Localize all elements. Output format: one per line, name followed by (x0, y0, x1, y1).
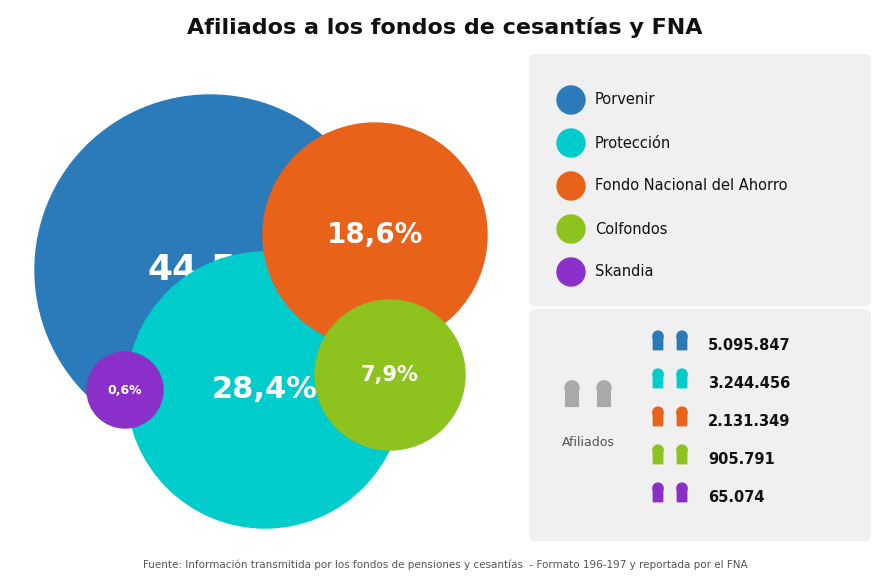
Text: Afiliados a los fondos de cesantías y FNA: Afiliados a los fondos de cesantías y FN… (187, 17, 703, 38)
Text: Porvenir: Porvenir (595, 93, 656, 108)
Circle shape (677, 445, 687, 455)
FancyBboxPatch shape (652, 374, 663, 388)
Circle shape (557, 129, 585, 157)
Circle shape (653, 331, 663, 341)
Text: 18,6%: 18,6% (327, 221, 423, 249)
Circle shape (565, 381, 579, 395)
Circle shape (653, 369, 663, 379)
Text: 28,4%: 28,4% (212, 375, 318, 404)
FancyBboxPatch shape (652, 413, 663, 427)
Circle shape (677, 407, 687, 417)
Circle shape (677, 331, 687, 341)
Text: 44,5%: 44,5% (148, 253, 272, 287)
Text: 905.791: 905.791 (708, 452, 775, 467)
FancyBboxPatch shape (676, 450, 687, 464)
Circle shape (677, 483, 687, 494)
Text: 2.131.349: 2.131.349 (708, 413, 790, 428)
Circle shape (557, 86, 585, 114)
Circle shape (653, 407, 663, 417)
Circle shape (557, 258, 585, 286)
Circle shape (35, 95, 385, 445)
Circle shape (127, 252, 403, 528)
Circle shape (263, 123, 487, 347)
Text: 7,9%: 7,9% (361, 365, 419, 385)
FancyBboxPatch shape (597, 389, 611, 407)
FancyBboxPatch shape (676, 374, 687, 388)
Text: 65.074: 65.074 (708, 489, 765, 505)
FancyBboxPatch shape (676, 488, 687, 502)
FancyBboxPatch shape (529, 309, 871, 541)
Circle shape (87, 352, 163, 428)
FancyBboxPatch shape (676, 413, 687, 427)
FancyBboxPatch shape (676, 336, 687, 350)
FancyBboxPatch shape (652, 488, 663, 502)
Text: Fuente: Información transmitida por los fondos de pensiones y cesantías  - Forma: Fuente: Información transmitida por los … (142, 560, 748, 570)
FancyBboxPatch shape (652, 450, 663, 464)
Text: Afiliados: Afiliados (562, 435, 614, 449)
Text: Fondo Nacional del Ahorro: Fondo Nacional del Ahorro (595, 179, 788, 193)
FancyBboxPatch shape (652, 336, 663, 350)
Circle shape (557, 172, 585, 200)
Circle shape (315, 300, 465, 450)
Text: Protección: Protección (595, 136, 671, 151)
Circle shape (597, 381, 611, 395)
FancyBboxPatch shape (529, 54, 871, 306)
Text: 5.095.847: 5.095.847 (708, 338, 790, 353)
Circle shape (653, 445, 663, 455)
Circle shape (653, 483, 663, 494)
Text: 0,6%: 0,6% (108, 384, 142, 396)
Circle shape (557, 215, 585, 243)
Text: 3.244.456: 3.244.456 (708, 375, 790, 391)
FancyBboxPatch shape (565, 389, 579, 407)
Text: Colfondos: Colfondos (595, 222, 668, 236)
Circle shape (677, 369, 687, 379)
Text: Skandia: Skandia (595, 264, 653, 279)
